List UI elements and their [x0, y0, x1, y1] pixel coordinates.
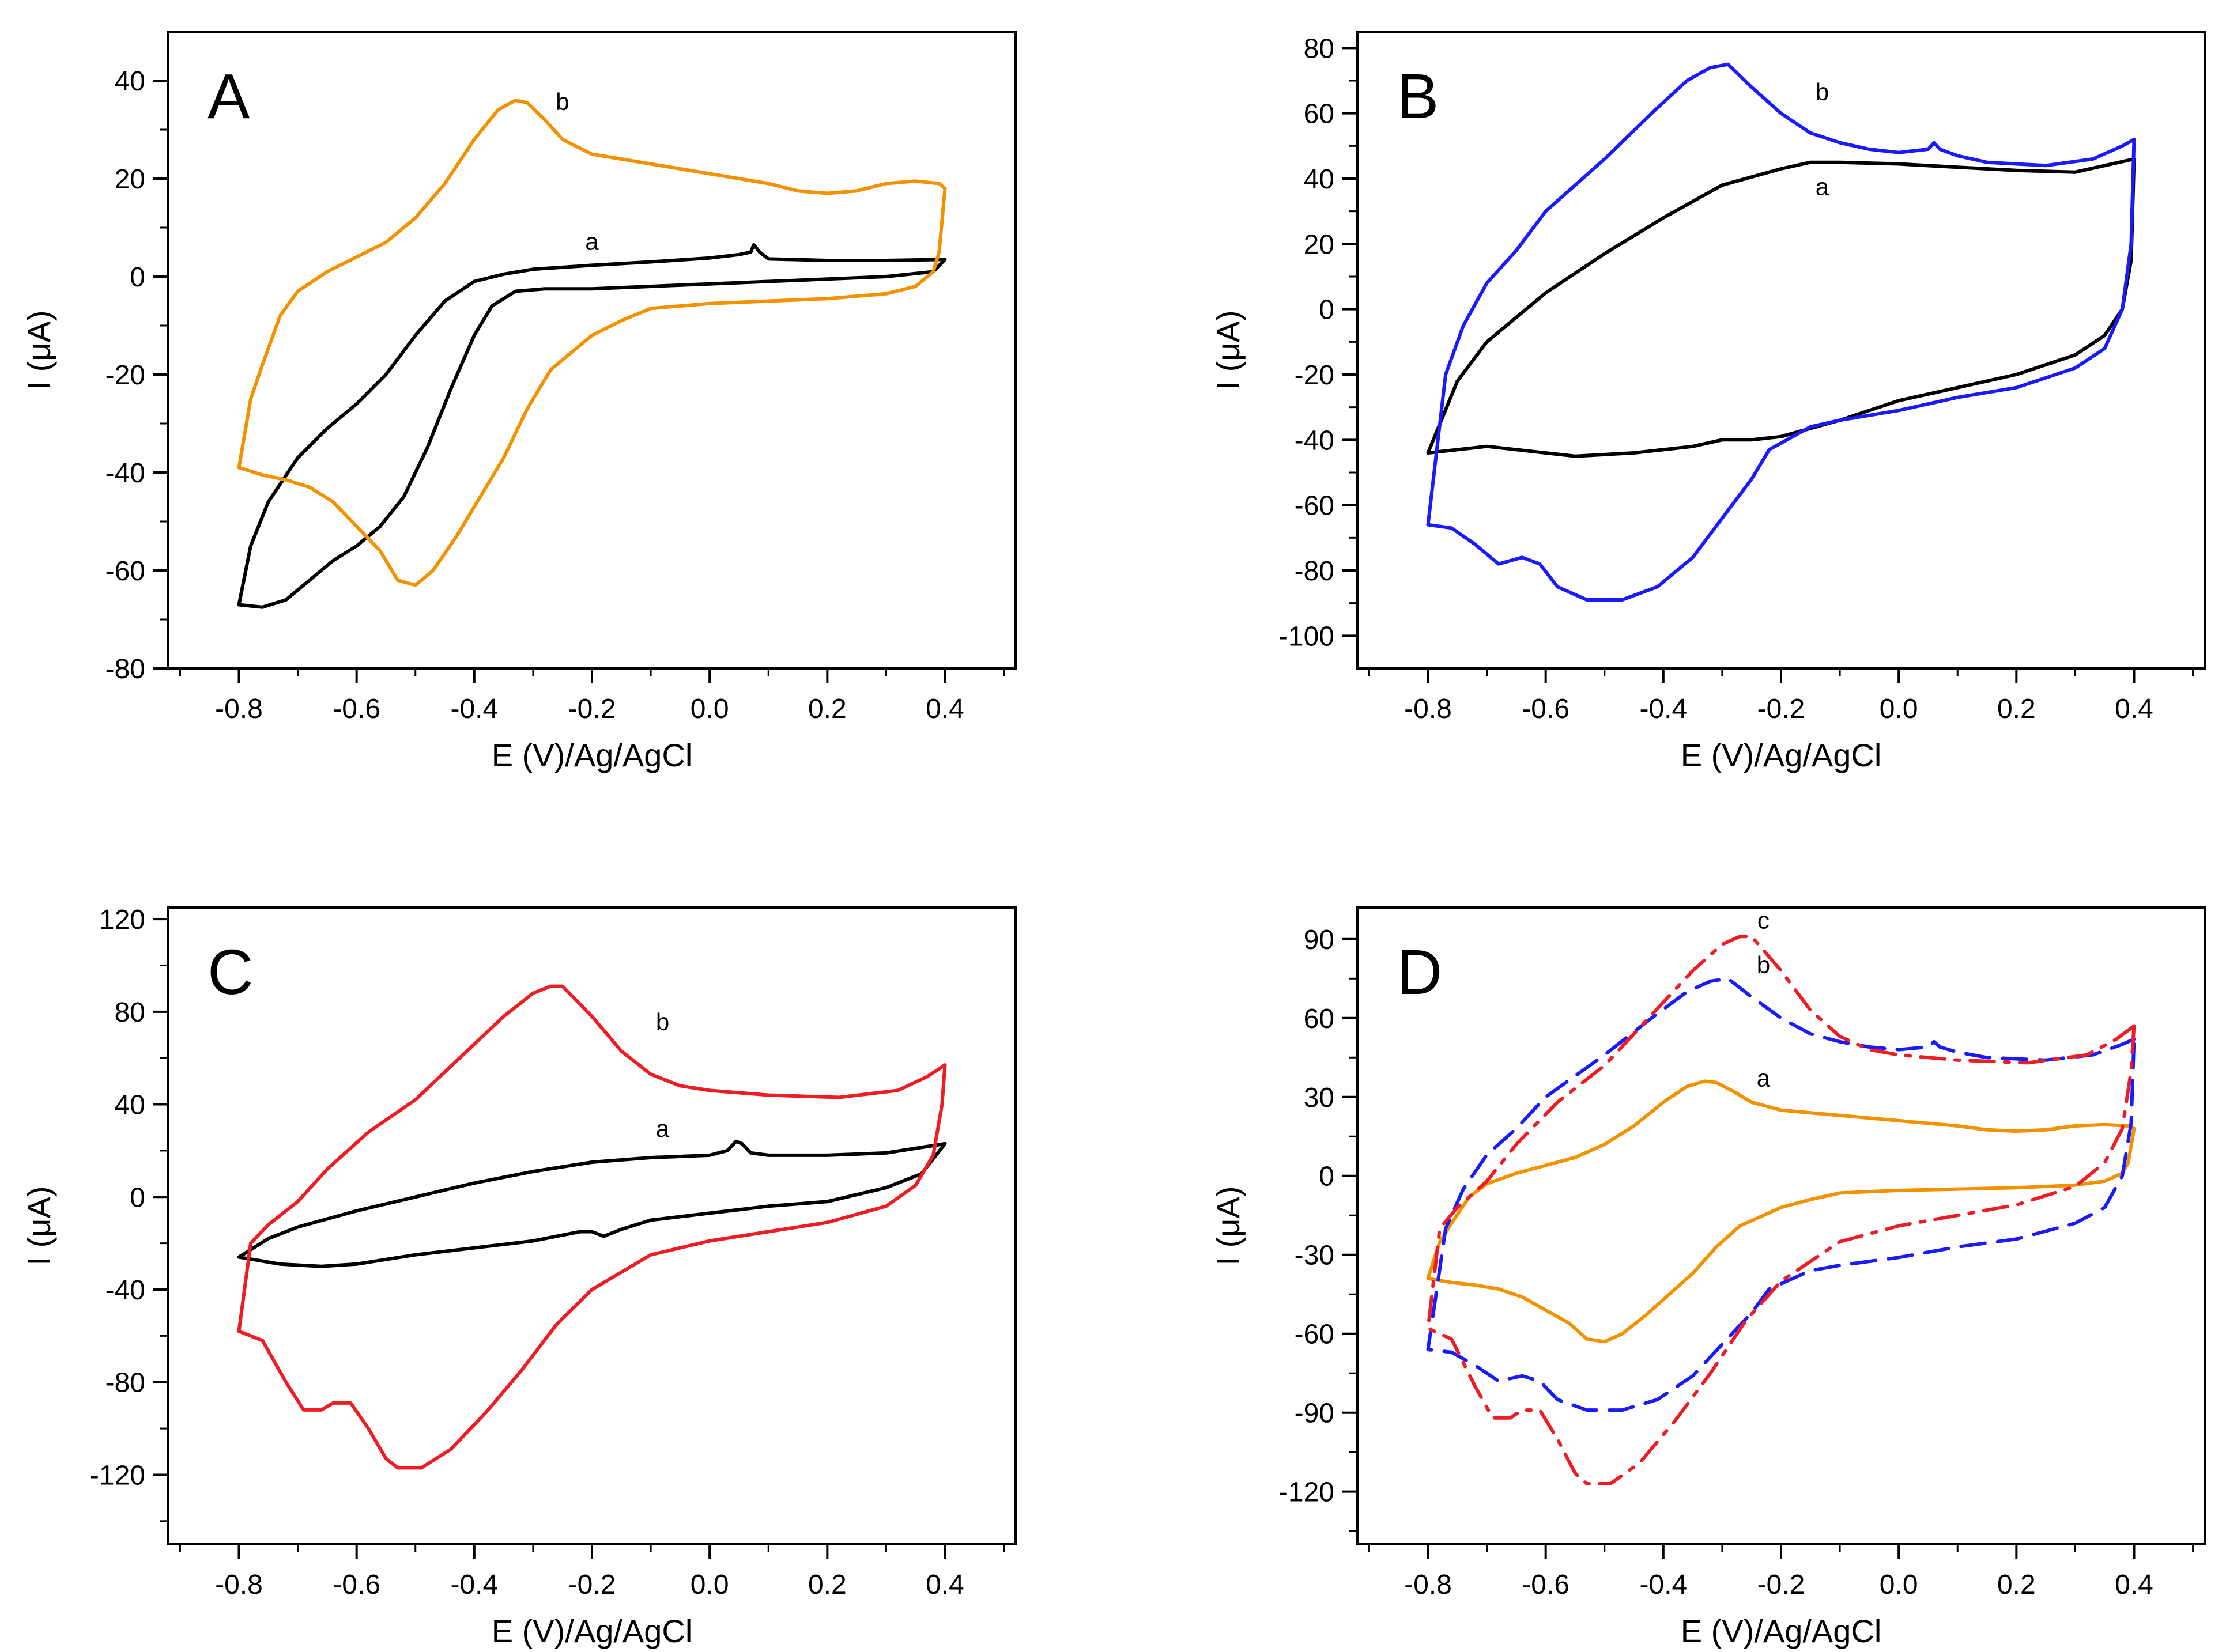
y-tick-label: -40 [1295, 425, 1334, 456]
x-tick-label: -0.4 [450, 694, 498, 724]
x-tick-label: 0.2 [808, 1570, 847, 1600]
y-tick-label: 90 [1304, 925, 1334, 955]
y-tick-label: 80 [1304, 33, 1334, 64]
y-tick-label: -80 [1295, 556, 1334, 587]
y-axis-label: I (μA) [1210, 1186, 1246, 1265]
x-tick-label: -0.6 [333, 1570, 380, 1600]
x-tick-label: -0.6 [1522, 1570, 1569, 1600]
x-tick-label: 0.4 [926, 694, 964, 724]
y-tick-label: -60 [105, 556, 145, 587]
x-tick-label: -0.4 [1639, 1570, 1687, 1600]
series-label-a: a [1757, 1064, 1771, 1091]
panel-c: a b -0.8 -0.6 -0.4 -0.2 0.0 0.2 0.4 -120 -80 -40 0 40… [21, 905, 1017, 1649]
y-tick-label: 40 [1304, 164, 1334, 195]
y-tick-label: 120 [99, 905, 145, 935]
y-tick-label: -30 [1295, 1241, 1334, 1271]
y-axis-label: I (μA) [21, 310, 57, 390]
series-line-a [1426, 157, 2136, 458]
series-label-b: b [1757, 951, 1770, 978]
y-tick-label: -20 [1295, 360, 1334, 391]
y-tick-label: 60 [1304, 99, 1334, 130]
x-axis-label: E (V)/Ag/AgCl [492, 1613, 693, 1649]
y-tick-label: 20 [1304, 229, 1334, 260]
y-axis-label: I (μA) [21, 1186, 57, 1265]
y-tick-label: -120 [90, 1460, 145, 1491]
x-tick-label: -0.2 [1757, 694, 1805, 724]
panel-d: a bc -0.8 -0.6 -0.4 -0.2 0.0 0.2 0.4 -120 -90 -60 -3… [1210, 906, 2206, 1649]
y-tick-label: -80 [105, 654, 145, 685]
y-tick-label: 80 [115, 997, 145, 1028]
x-tick-label: 0.2 [1997, 1570, 2036, 1600]
series-label-b: b [556, 88, 569, 115]
y-tick-label: -60 [1295, 1320, 1334, 1350]
x-tick-label: -0.2 [568, 694, 616, 724]
y-tick-label: -20 [105, 360, 145, 391]
x-tick-label: -0.8 [1404, 694, 1452, 724]
panel-a: a b -0.8 -0.6 -0.4 -0.2 0.0 0.2 0.4 -80 -60 -40 -20 0… [21, 31, 1017, 773]
series-line-b [1426, 62, 2136, 602]
y-tick-label: -40 [105, 1275, 145, 1306]
x-tick-label: -0.6 [1522, 694, 1569, 724]
y-tick-label: 0 [130, 1182, 145, 1213]
panel-label: C [207, 937, 253, 1008]
x-tick-label: 0.4 [2115, 1570, 2153, 1600]
x-tick-label: -0.2 [1757, 1570, 1805, 1600]
series-label-b: b [656, 1008, 669, 1035]
y-tick-label: -80 [105, 1368, 145, 1398]
series-label-c: c [1757, 907, 1770, 934]
y-tick-label: -120 [1279, 1477, 1334, 1508]
y-tick-label: 30 [1304, 1083, 1334, 1113]
series-line-b [1426, 977, 2136, 1412]
series-label-a: a [1816, 173, 1829, 200]
x-tick-label: -0.8 [1404, 1570, 1452, 1600]
x-tick-label: 0.4 [926, 1570, 964, 1600]
panel-label: D [1397, 937, 1442, 1008]
y-tick-label: 0 [130, 262, 145, 293]
x-tick-label: -0.4 [450, 1570, 498, 1600]
x-tick-label: 0.0 [1880, 694, 1918, 724]
series-line-a [237, 1139, 947, 1268]
x-tick-label: 0.0 [1880, 1570, 1918, 1600]
x-tick-label: 0.0 [691, 1570, 729, 1600]
y-tick-label: -100 [1279, 621, 1334, 652]
y-tick-label: -40 [105, 458, 145, 489]
x-tick-label: 0.4 [2115, 694, 2153, 724]
series-line-b [237, 984, 947, 1470]
x-tick-label: -0.8 [215, 1570, 263, 1600]
y-tick-label: -60 [1295, 491, 1334, 521]
y-tick-label: 60 [1304, 1004, 1334, 1034]
series-line-a [237, 243, 947, 609]
panel-label: B [1397, 61, 1439, 132]
y-tick-label: 0 [1319, 295, 1334, 326]
x-tick-label: -0.6 [333, 694, 380, 724]
x-tick-label: -0.2 [568, 1570, 616, 1600]
y-tick-label: 40 [115, 1090, 145, 1121]
series-line-b [237, 99, 947, 587]
series-line-a [1426, 1079, 2136, 1344]
series-label-a: a [656, 1115, 670, 1142]
series-label-b: b [1816, 78, 1829, 105]
panel-label: A [207, 61, 250, 132]
x-axis-label: E (V)/Ag/AgCl [1681, 1613, 1882, 1649]
x-tick-label: 0.0 [691, 694, 729, 724]
y-tick-label: 20 [115, 164, 145, 195]
y-axis-label: I (μA) [1210, 310, 1246, 390]
y-tick-label: 40 [115, 66, 145, 97]
x-tick-label: 0.2 [1997, 694, 2036, 724]
series-label-a: a [585, 228, 599, 255]
x-axis-label: E (V)/Ag/AgCl [1681, 737, 1882, 773]
x-tick-label: 0.2 [808, 694, 847, 724]
series-line-c [1426, 935, 2136, 1485]
x-tick-label: -0.4 [1639, 694, 1687, 724]
x-tick-label: -0.8 [215, 694, 263, 724]
y-tick-label: -90 [1295, 1398, 1334, 1429]
x-axis-label: E (V)/Ag/AgCl [492, 737, 693, 773]
y-tick-label: 0 [1319, 1162, 1334, 1192]
panel-b: a b -0.8 -0.6 -0.4 -0.2 0.0 0.2 0.4 -100 -80 -60 -40… [1210, 31, 2206, 773]
